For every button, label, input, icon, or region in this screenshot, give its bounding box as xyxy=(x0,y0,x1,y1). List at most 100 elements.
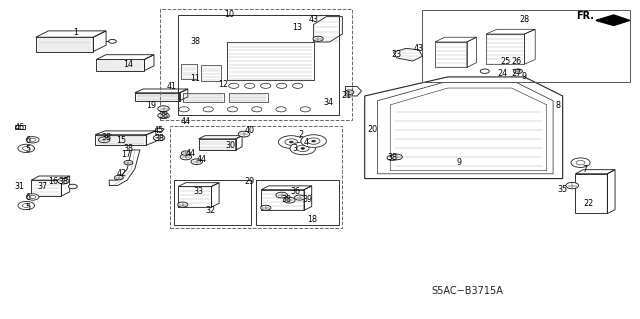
Text: 15: 15 xyxy=(116,136,126,145)
Circle shape xyxy=(238,131,250,137)
Circle shape xyxy=(345,90,354,94)
Text: 44: 44 xyxy=(197,155,207,164)
Circle shape xyxy=(244,83,255,88)
Text: 25: 25 xyxy=(500,56,510,65)
Text: 38: 38 xyxy=(58,177,68,186)
Circle shape xyxy=(109,40,116,43)
Text: 32: 32 xyxy=(205,206,215,215)
Text: 38: 38 xyxy=(191,38,200,47)
Text: 9: 9 xyxy=(522,72,527,81)
Text: 44: 44 xyxy=(181,117,191,126)
Bar xyxy=(170,126,342,228)
Text: 1: 1 xyxy=(74,28,79,37)
Text: 5: 5 xyxy=(25,203,30,211)
Text: 12: 12 xyxy=(218,80,228,89)
Circle shape xyxy=(179,107,189,112)
Circle shape xyxy=(284,197,295,203)
Circle shape xyxy=(177,202,188,207)
Circle shape xyxy=(285,139,298,145)
Circle shape xyxy=(22,146,30,150)
Circle shape xyxy=(480,69,489,73)
Text: 17: 17 xyxy=(121,150,131,159)
Text: 11: 11 xyxy=(191,74,200,83)
Text: 22: 22 xyxy=(583,199,593,208)
Circle shape xyxy=(58,178,69,184)
Circle shape xyxy=(260,205,271,210)
Text: 26: 26 xyxy=(511,56,522,65)
Circle shape xyxy=(180,154,191,160)
Circle shape xyxy=(513,69,522,73)
Text: 9: 9 xyxy=(457,158,462,167)
Text: 34: 34 xyxy=(323,98,333,107)
Bar xyxy=(422,10,630,82)
Circle shape xyxy=(18,201,35,210)
Text: 10: 10 xyxy=(224,11,234,19)
Text: 38: 38 xyxy=(282,195,292,204)
Circle shape xyxy=(290,142,316,155)
Text: 40: 40 xyxy=(244,126,255,135)
Circle shape xyxy=(576,160,585,165)
Circle shape xyxy=(571,158,590,167)
Text: 42: 42 xyxy=(117,169,127,178)
Bar xyxy=(256,180,339,225)
Circle shape xyxy=(312,140,316,142)
Bar xyxy=(174,180,251,225)
Text: 2: 2 xyxy=(298,130,303,138)
Text: 35: 35 xyxy=(557,185,568,194)
Text: 38: 38 xyxy=(388,153,398,162)
Text: 36: 36 xyxy=(291,187,301,196)
Circle shape xyxy=(29,138,36,141)
Circle shape xyxy=(68,184,77,189)
Text: 38: 38 xyxy=(101,133,111,142)
Text: 19: 19 xyxy=(146,101,156,110)
Text: 4: 4 xyxy=(303,137,308,146)
Circle shape xyxy=(276,107,286,112)
Text: 31: 31 xyxy=(15,182,25,191)
Circle shape xyxy=(391,154,403,160)
Circle shape xyxy=(292,83,303,88)
Circle shape xyxy=(301,135,326,147)
Circle shape xyxy=(307,138,320,144)
Text: 38: 38 xyxy=(154,134,164,143)
Text: 44: 44 xyxy=(186,149,195,158)
Circle shape xyxy=(289,141,293,143)
Circle shape xyxy=(158,113,170,119)
Circle shape xyxy=(294,195,305,200)
Circle shape xyxy=(22,204,30,207)
Text: 41: 41 xyxy=(167,82,177,91)
Circle shape xyxy=(99,137,110,143)
Text: 6: 6 xyxy=(25,193,30,202)
Circle shape xyxy=(124,160,133,165)
Circle shape xyxy=(191,159,202,165)
Text: 3: 3 xyxy=(292,144,297,153)
Circle shape xyxy=(276,83,287,88)
Circle shape xyxy=(181,151,190,155)
Circle shape xyxy=(252,107,262,112)
Circle shape xyxy=(278,136,304,148)
Bar xyxy=(161,9,352,120)
Polygon shape xyxy=(596,15,630,26)
Circle shape xyxy=(18,144,35,152)
Text: 33: 33 xyxy=(194,187,204,196)
Text: 29: 29 xyxy=(244,177,255,186)
Text: 28: 28 xyxy=(519,15,529,24)
Text: 27: 27 xyxy=(511,69,522,78)
Circle shape xyxy=(300,107,310,112)
Circle shape xyxy=(301,147,305,149)
Circle shape xyxy=(276,192,287,198)
Text: 7: 7 xyxy=(582,165,588,174)
Text: 30: 30 xyxy=(225,141,236,150)
Text: 43: 43 xyxy=(414,44,424,53)
Text: 23: 23 xyxy=(392,50,402,59)
Circle shape xyxy=(154,135,165,141)
Text: 13: 13 xyxy=(292,23,303,32)
Text: 8: 8 xyxy=(556,101,561,110)
Text: 46: 46 xyxy=(15,123,25,132)
Text: S5AC−B3715A: S5AC−B3715A xyxy=(431,286,503,296)
Circle shape xyxy=(158,106,170,112)
Text: 43: 43 xyxy=(308,15,319,24)
Text: 5: 5 xyxy=(25,145,30,154)
Text: 38: 38 xyxy=(124,144,133,153)
Text: 39: 39 xyxy=(302,195,312,204)
Circle shape xyxy=(296,145,309,152)
